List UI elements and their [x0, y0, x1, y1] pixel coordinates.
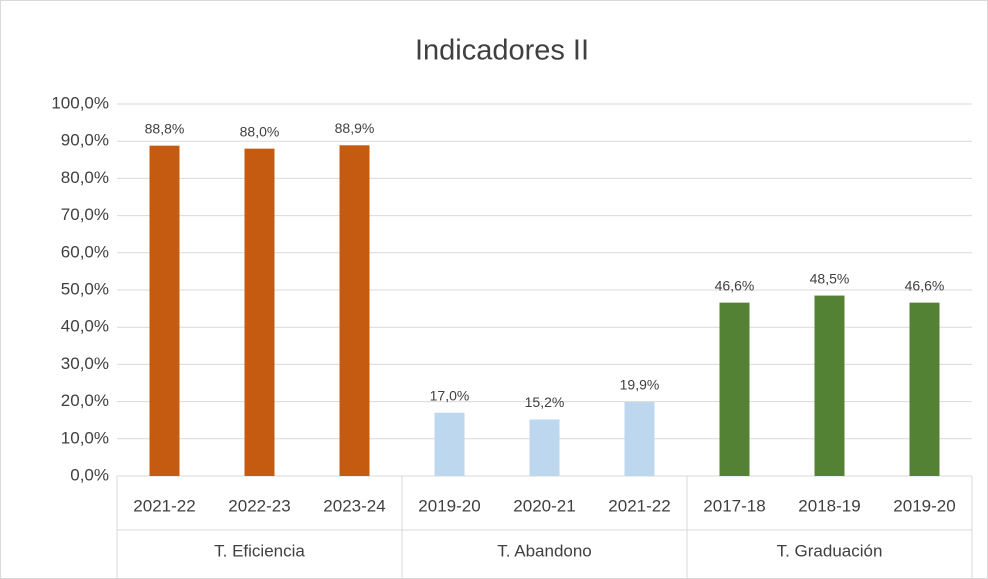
data-label: 88,9%: [335, 120, 375, 136]
bar: [719, 302, 750, 476]
y-tick-label: 60,0%: [61, 242, 109, 261]
bar: [529, 419, 560, 476]
bar: [624, 401, 655, 476]
x-tick-label: 2021-22: [608, 496, 670, 515]
chart-title: Indicadores II: [415, 35, 589, 67]
data-label: 19,9%: [620, 377, 660, 393]
y-tick-label: 100,0%: [51, 93, 109, 112]
data-label: 15,2%: [525, 394, 565, 410]
bar: [814, 295, 845, 476]
y-tick-label: 50,0%: [61, 279, 109, 298]
y-tick-label: 40,0%: [61, 317, 109, 336]
x-tick-label: 2019-20: [418, 496, 480, 515]
y-tick-label: 30,0%: [61, 354, 109, 373]
data-label: 17,0%: [430, 387, 470, 403]
bar: [909, 302, 940, 476]
data-label: 88,8%: [145, 120, 185, 136]
x-tick-label: 2020-21: [513, 496, 575, 515]
x-tick-label: 2022-23: [228, 496, 290, 515]
x-tick-label: 2019-20: [893, 496, 955, 515]
y-tick-label: 80,0%: [61, 168, 109, 187]
group-label: T. Graduación: [777, 541, 883, 560]
data-label: 46,6%: [905, 277, 945, 293]
bar: [339, 145, 370, 477]
data-label: 88,0%: [240, 123, 280, 139]
y-tick-label: 90,0%: [61, 131, 109, 150]
y-tick-label: 70,0%: [61, 205, 109, 224]
bar: [434, 412, 465, 476]
data-label: 46,6%: [715, 277, 755, 293]
x-tick-label: 2018-19: [798, 496, 860, 515]
group-label: T. Abandono: [497, 541, 592, 560]
data-label: 48,5%: [810, 270, 850, 286]
y-tick-label: 20,0%: [61, 391, 109, 410]
bar: [149, 145, 180, 476]
x-tick-label: 2021-22: [133, 496, 195, 515]
x-tick-label: 2017-18: [703, 496, 765, 515]
y-tick-label: 10,0%: [61, 428, 109, 447]
x-tick-label: 2023-24: [323, 496, 385, 515]
group-label: T. Eficiencia: [214, 541, 305, 560]
bar: [244, 148, 275, 476]
y-tick-label: 0,0%: [70, 465, 109, 484]
